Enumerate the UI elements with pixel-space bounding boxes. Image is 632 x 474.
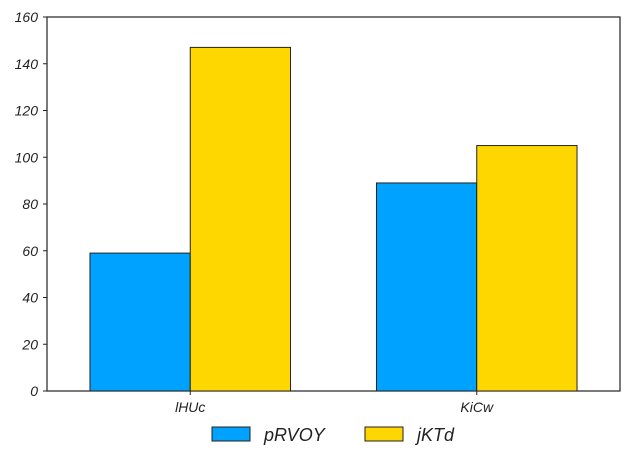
y-tick-label: 120 [15,103,39,119]
legend: pRVOY jKTd [211,425,455,445]
x-tick-label: KiCw [460,399,494,415]
y-tick-label: 20 [21,336,38,352]
y-tick-label: 80 [22,196,38,212]
legend-label-jKTd: jKTd [414,425,455,445]
legend-swatch-jKTd [364,426,404,442]
bar-jKTd-KiCw [476,145,578,392]
y-tick-label: 0 [30,383,38,399]
x-tick-label: lHUc [175,399,205,415]
y-tick-label: 100 [15,149,39,165]
y-tick-label: 40 [22,290,38,306]
y-tick-label: 160 [15,9,39,25]
y-axis: 0 20 40 60 80 100 120 140 160 [15,9,47,399]
bars [89,46,578,392]
legend-label-pRVOY: pRVOY [263,425,327,445]
bar-pRVOY-lHUc [89,252,191,392]
y-tick-label: 60 [22,243,38,259]
legend-swatch-pRVOY [211,426,251,442]
x-axis: lHUc KiCw [175,391,494,415]
bar-pRVOY-KiCw [375,182,478,392]
bar-jKTd-lHUc [189,46,292,392]
y-tick-label: 140 [15,56,39,72]
